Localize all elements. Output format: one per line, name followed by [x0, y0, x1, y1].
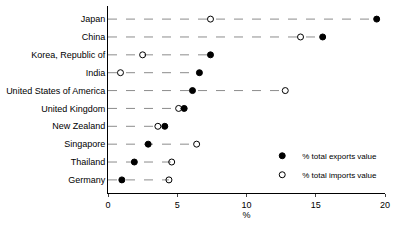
svg-text:% total imports value: % total imports value [302, 171, 377, 180]
svg-text:Thailand: Thailand [71, 157, 106, 167]
svg-text:Japan: Japan [81, 14, 106, 24]
svg-text:India: India [86, 68, 106, 78]
svg-text:United States of America: United States of America [6, 86, 105, 96]
svg-text:Singapore: Singapore [64, 139, 105, 149]
svg-text:20: 20 [380, 200, 390, 210]
svg-text:New Zealand: New Zealand [52, 121, 105, 131]
svg-text:Germany: Germany [68, 175, 106, 185]
svg-text:0: 0 [105, 200, 110, 210]
svg-text:China: China [82, 32, 106, 42]
svg-text:5: 5 [175, 200, 180, 210]
svg-text:Korea, Republic of: Korea, Republic of [31, 50, 106, 60]
svg-text:%: % [242, 210, 250, 220]
svg-text:% total exports value: % total exports value [302, 152, 377, 161]
svg-text:15: 15 [311, 200, 321, 210]
svg-text:United Kingdom: United Kingdom [41, 104, 105, 114]
svg-text:10: 10 [241, 200, 251, 210]
